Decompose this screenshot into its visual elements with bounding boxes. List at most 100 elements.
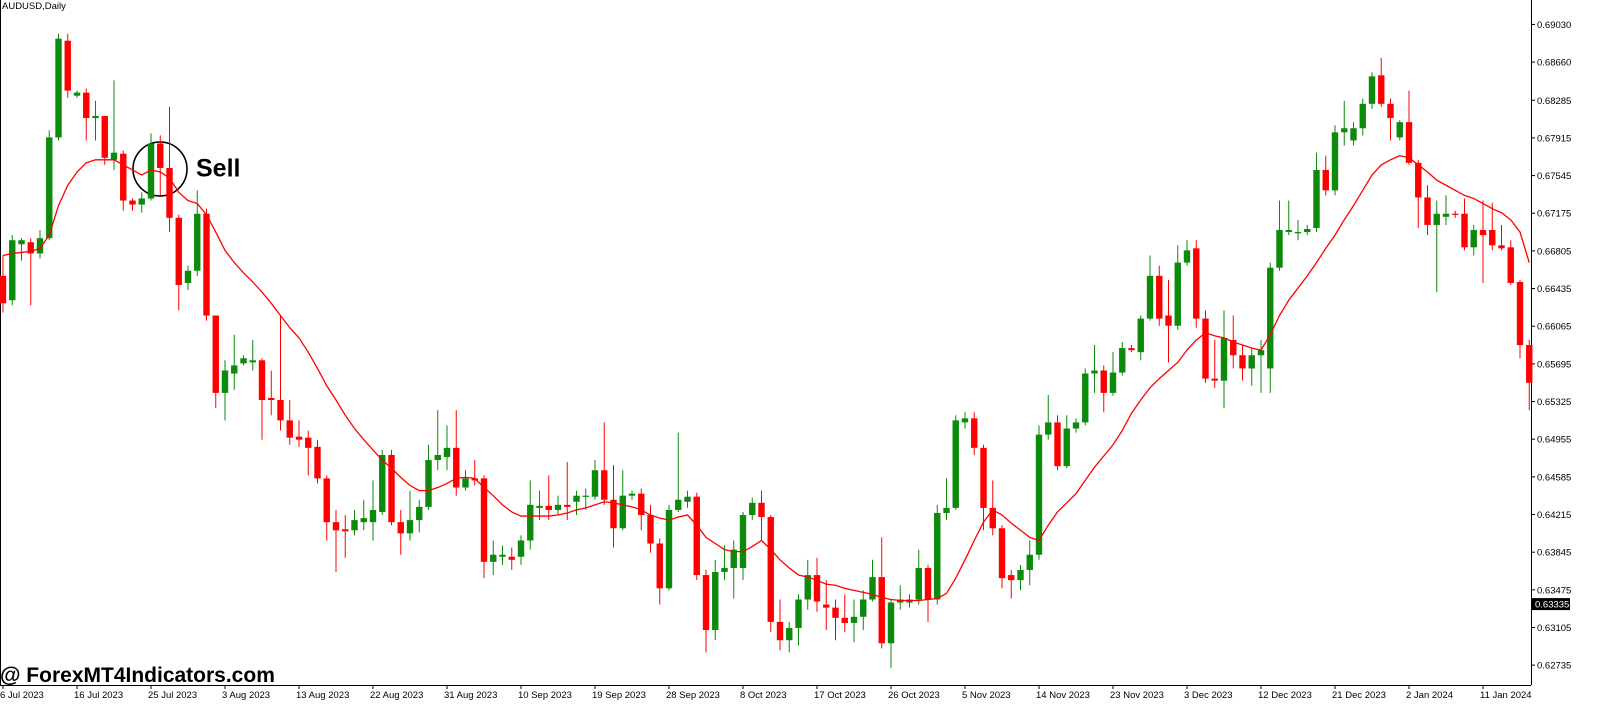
candle-body [27, 242, 34, 254]
candle-body [776, 621, 784, 641]
x-tick-label: 11 Jan 2024 [1480, 690, 1532, 701]
candle-body [360, 518, 367, 523]
watermark: @ ForexMT4Indicators.com [0, 664, 275, 687]
candle-body [1054, 422, 1061, 467]
candle-body [1202, 318, 1209, 379]
candle-body [1526, 345, 1533, 383]
candle-body [739, 515, 747, 568]
candle-body [1359, 103, 1366, 129]
candle-body [601, 470, 608, 500]
candle-body [1415, 162, 1422, 198]
candle-body [804, 575, 811, 600]
candle-body [166, 167, 173, 218]
candle-body [1082, 373, 1089, 423]
x-tick-label: 17 Oct 2023 [814, 690, 866, 701]
candle-body [1100, 370, 1107, 393]
x-tick-label: 19 Sep 2023 [592, 690, 646, 701]
candle-body [64, 40, 71, 91]
candle-body [934, 512, 941, 600]
candle-body [850, 616, 858, 623]
candle-body [101, 116, 108, 158]
candle-body [582, 495, 589, 497]
candle-body [434, 454, 441, 461]
x-tick-label: 8 Oct 2023 [740, 690, 786, 701]
candle-body [693, 496, 700, 576]
candle-body [1072, 422, 1080, 429]
candle-body [92, 116, 99, 119]
candle-body [1396, 122, 1403, 138]
candle-body [240, 358, 247, 364]
candle-body [147, 143, 155, 199]
candle-body [952, 420, 959, 508]
candle-body [305, 437, 312, 448]
candle-body [730, 549, 737, 568]
candle-body [1507, 247, 1514, 283]
x-tick-label: 3 Aug 2023 [222, 690, 270, 701]
candle-body [332, 522, 340, 531]
candle-body [961, 418, 969, 423]
candle-body [628, 493, 636, 496]
candle-body [1156, 275, 1163, 319]
candle-body [610, 499, 617, 529]
y-tick-label: 0.69030 [1537, 20, 1571, 31]
candle-body [1146, 275, 1154, 319]
candle-body [943, 507, 950, 513]
candle-body [1063, 428, 1070, 467]
candle-body [471, 478, 478, 481]
candle-body [915, 567, 922, 600]
x-tick-label: 3 Dec 2023 [1184, 690, 1233, 701]
candle-body [46, 137, 53, 239]
candle-body [841, 617, 848, 623]
candle-body [397, 522, 404, 534]
candle-body [1470, 230, 1477, 248]
candle-body [869, 577, 876, 600]
candle-body [1035, 434, 1043, 555]
candle-body [1285, 230, 1292, 233]
candle-body [823, 604, 830, 608]
candle-body [1183, 250, 1191, 263]
candle-body [1276, 230, 1283, 268]
candle-body [1128, 348, 1135, 351]
candle-body [1137, 318, 1144, 353]
candle-body [323, 478, 330, 523]
candle-body [1119, 348, 1126, 373]
y-tick-label: 0.67915 [1537, 133, 1571, 144]
candle-body [462, 478, 469, 488]
candle-body [286, 420, 293, 438]
candle-body [924, 567, 932, 600]
x-tick-label: 2 Jan 2024 [1406, 690, 1453, 701]
candle-body [194, 213, 201, 271]
candle-body [656, 543, 663, 589]
candle-body [1220, 337, 1228, 381]
candle-body [221, 370, 229, 393]
annotation-text: Sell [196, 155, 240, 183]
candle-body [971, 418, 978, 448]
candle-body [157, 143, 164, 168]
current-price-label: 0.63335 [1535, 600, 1569, 611]
candle-body [813, 575, 821, 602]
y-tick-label: 0.66065 [1537, 322, 1571, 333]
y-tick-label: 0.66435 [1537, 284, 1571, 295]
candle-body [1489, 230, 1496, 246]
candle-body [175, 217, 182, 285]
candle-body [1405, 122, 1413, 163]
candle-body [295, 436, 303, 440]
candle-body [508, 556, 515, 560]
candle-body [453, 447, 460, 488]
candle-body [573, 495, 580, 502]
y-tick-label: 0.68660 [1537, 58, 1571, 69]
candle-body [536, 505, 543, 508]
candle-body [351, 520, 358, 531]
candle-body [665, 509, 673, 589]
candle-body [499, 554, 506, 557]
candle-body [18, 240, 25, 245]
candle-body [73, 92, 81, 96]
candle-body [138, 198, 145, 205]
candle-body [1461, 213, 1468, 248]
y-tick-label: 0.65695 [1537, 359, 1571, 370]
candle-body [1026, 554, 1033, 570]
candle-body [480, 478, 488, 562]
candle-body [1109, 372, 1117, 393]
candle-body [638, 493, 645, 516]
candle-body [1211, 378, 1218, 381]
